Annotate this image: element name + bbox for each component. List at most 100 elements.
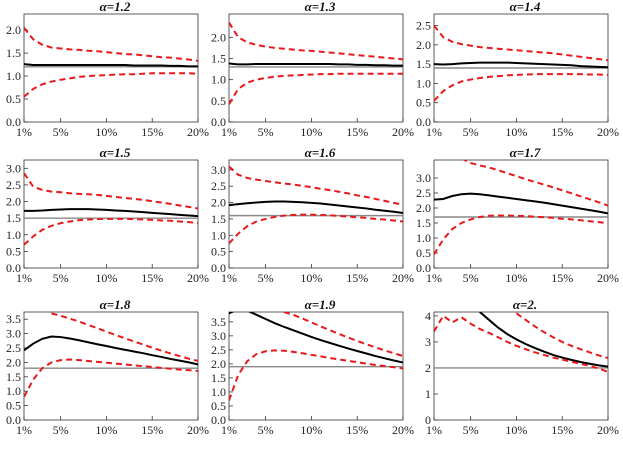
x-tick-label: 5% xyxy=(258,271,274,285)
chart-panel: α=1.9 0.0 0.5 1.0 1.5 2.0 2.5 3.0 3.5 1% 5% 10% 15% 2… xyxy=(205,297,414,448)
y-tick-label: 1.0 xyxy=(6,384,21,398)
chart-svg: α=2. 0 1 2 3 4 1% 5% 10% 15% 20% xyxy=(425,297,619,437)
y-tick-label: 2.5 xyxy=(6,178,21,192)
y-tick-label: 3 xyxy=(425,335,431,349)
x-tick-label: 10% xyxy=(95,423,117,437)
y-tick-label: 1.0 xyxy=(6,69,21,83)
x-tick-label: 1% xyxy=(221,125,237,139)
x-tick-label: 20% xyxy=(187,423,209,437)
y-tick-label: 3.0 xyxy=(6,161,21,175)
estimate-line xyxy=(229,62,403,67)
panel-title: α=2. xyxy=(513,297,537,312)
plot-frame xyxy=(228,311,404,421)
chart-panel: α=2. 0 1 2 3 4 1% 5% 10% 15% 20% xyxy=(410,297,619,448)
y-tick-label: 1.5 xyxy=(211,371,226,385)
x-tick-label: 1% xyxy=(221,271,237,285)
plot-frame xyxy=(228,159,404,269)
x-tick-label: 20% xyxy=(392,271,414,285)
x-tick-label: 5% xyxy=(258,125,274,139)
upper-band-line xyxy=(515,312,608,360)
x-tick-label: 5% xyxy=(463,423,479,437)
y-tick-label: 1.5 xyxy=(416,57,431,71)
y-tick-label: 2.0 xyxy=(6,195,21,209)
x-tick-label: 10% xyxy=(505,125,527,139)
estimate-line xyxy=(434,61,608,69)
chart-panel: α=1.6 0.0 0.5 1.0 1.5 2.0 2.5 3.0 1% 5% 10% 15% 20% xyxy=(205,145,414,296)
y-tick-label: 0.0 xyxy=(416,115,431,129)
x-tick-label: 15% xyxy=(141,271,163,285)
plot-frame xyxy=(433,311,609,421)
y-tick-label: 0.5 xyxy=(6,399,21,413)
y-tick-label: 2.5 xyxy=(211,179,226,193)
lower-band-line xyxy=(229,213,403,245)
panel-title: α=1.8 xyxy=(100,297,131,312)
x-tick-label: 10% xyxy=(300,423,322,437)
y-tick-label: 3.5 xyxy=(211,315,226,329)
estimate-line xyxy=(229,200,403,215)
y-tick-label: 2.0 xyxy=(6,355,21,369)
y-tick-label: 0 xyxy=(425,413,431,427)
chart-svg: α=1.7 0.00.51.01.52.02.53.0 1% 5% 10% 15% 20% xyxy=(416,145,619,285)
x-tick-label: 5% xyxy=(53,271,69,285)
x-tick-label: 1% xyxy=(16,423,32,437)
x-tick-label: 1% xyxy=(426,271,442,285)
x-tick-label: 15% xyxy=(141,423,163,437)
panel-title: α=1.6 xyxy=(305,145,336,160)
y-tick-label: 0.0 xyxy=(6,413,21,427)
chart-panel: α=1.5 0.0 0.5 1.0 1.5 2.0 2.5 3.0 1% 5% 10% 15% 20% xyxy=(0,145,209,296)
x-tick-label: 10% xyxy=(505,423,527,437)
lower-band-line xyxy=(229,72,403,105)
chart-panel: α=1.8 0.0 0.5 1.0 1.5 2.0 2.5 3.0 3.5 1% 5% 10% 15% 2… xyxy=(0,297,209,448)
chart-panel: α=1.2 0.0 0.5 1.0 1.5 2.0 1% 5% 10% 15% 20% xyxy=(0,0,209,150)
chart-svg: α=1.3 0.0 0.5 1.0 1.5 2.0 1% 5% 10% 15% 20% xyxy=(211,0,414,139)
x-tick-label: 20% xyxy=(597,125,619,139)
lower-band-line xyxy=(24,358,198,398)
estimate-line xyxy=(479,312,608,368)
x-tick-label: 20% xyxy=(597,423,619,437)
estimate-line xyxy=(434,192,608,215)
estimate-line xyxy=(24,208,198,218)
chart-panel: α=1.3 0.0 0.5 1.0 1.5 2.0 1% 5% 10% 15% 20% xyxy=(205,0,414,150)
x-tick-label: 5% xyxy=(463,271,479,285)
y-tick-label: 1.5 xyxy=(416,216,431,230)
chart-svg: α=1.4 0.0 0.5 1.0 1.5 2.0 2.5 1% 5% 10% 15% 20% xyxy=(416,0,619,139)
upper-band-line xyxy=(51,312,198,362)
y-tick-label: 0.5 xyxy=(211,94,226,108)
y-tick-label: 2.0 xyxy=(416,201,431,215)
x-tick-label: 15% xyxy=(551,271,573,285)
x-tick-label: 1% xyxy=(16,271,32,285)
lower-band-line xyxy=(434,73,608,102)
x-tick-label: 10% xyxy=(95,271,117,285)
y-tick-label: 0.5 xyxy=(416,246,431,260)
y-tick-label: 2.5 xyxy=(211,343,226,357)
y-tick-label: 2.0 xyxy=(211,196,226,210)
y-tick-label: 1.0 xyxy=(416,231,431,245)
y-tick-label: 2.0 xyxy=(211,30,226,44)
y-tick-label: 1.5 xyxy=(211,212,226,226)
y-tick-label: 1.0 xyxy=(211,385,226,399)
x-tick-label: 1% xyxy=(426,125,442,139)
y-tick-label: 3.0 xyxy=(416,171,431,185)
x-tick-label: 1% xyxy=(16,125,32,139)
chart-svg: α=1.2 0.0 0.5 1.0 1.5 2.0 1% 5% 10% 15% 20% xyxy=(6,0,209,139)
x-tick-label: 5% xyxy=(53,125,69,139)
x-tick-label: 5% xyxy=(258,423,274,437)
y-tick-label: 3.5 xyxy=(6,312,21,326)
upper-band-line xyxy=(434,24,608,62)
x-tick-label: 15% xyxy=(141,125,163,139)
y-tick-label: 0.5 xyxy=(416,96,431,110)
chart-panel: α=1.7 0.0 0.5 1.0 1.5 2.0 2.5 3.0 1% 5% 10% 15% 20% xyxy=(410,145,619,296)
estimate-line xyxy=(229,312,403,364)
x-tick-label: 20% xyxy=(187,125,209,139)
y-tick-label: 0.0 xyxy=(211,261,226,275)
y-tick-label: 3.0 xyxy=(211,163,226,177)
plot-frame xyxy=(228,13,404,123)
lower-band-line xyxy=(24,72,198,98)
y-tick-label: 2.5 xyxy=(416,19,431,33)
x-tick-label: 10% xyxy=(300,125,322,139)
plot-frame xyxy=(23,13,199,123)
y-tick-label: 1.5 xyxy=(6,46,21,60)
y-tick-label: 0.0 xyxy=(6,115,21,129)
upper-band-line xyxy=(24,27,198,62)
